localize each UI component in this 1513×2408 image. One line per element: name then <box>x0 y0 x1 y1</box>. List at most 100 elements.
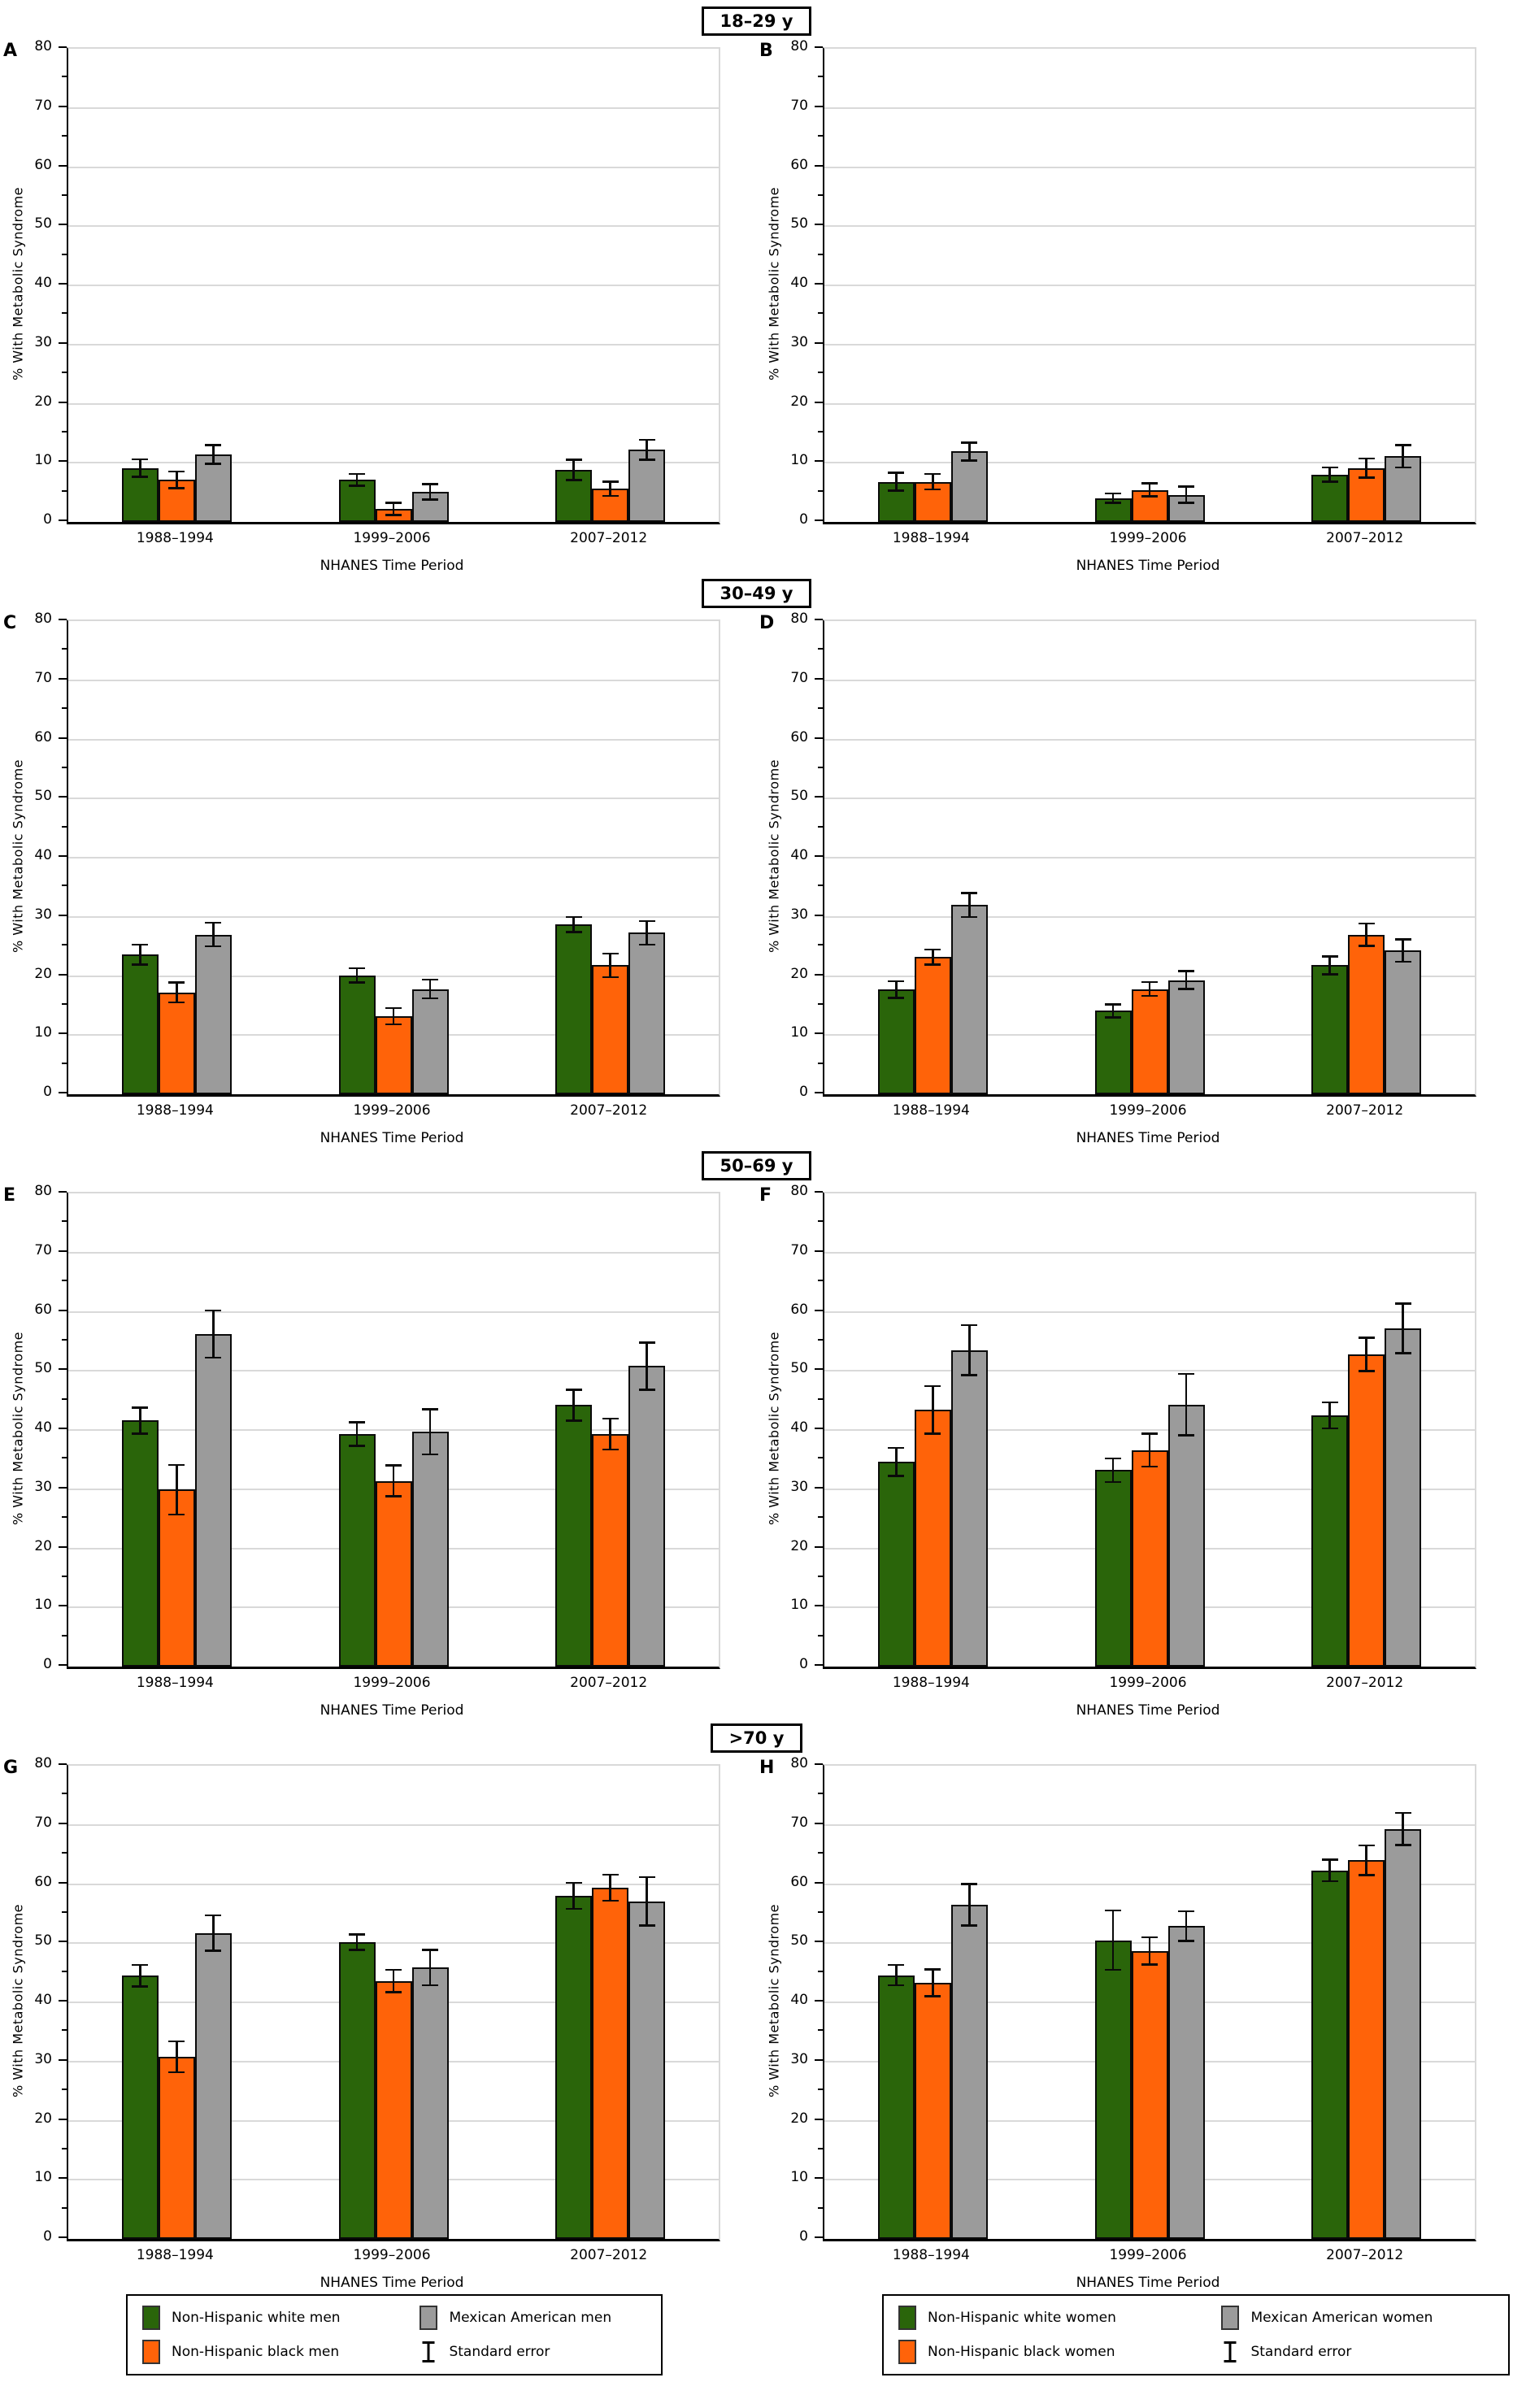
bar-C-0-0 <box>121 954 159 1094</box>
y-tick-label-0: 0 <box>43 1084 52 1100</box>
gridline-60 <box>68 1883 719 1885</box>
legend-label: Non-Hispanic black women <box>928 2344 1115 2360</box>
error-bar-cap-top <box>1178 1910 1194 1913</box>
y-tick-80 <box>59 619 67 620</box>
gridline-60 <box>68 738 719 741</box>
error-bar-cap-top <box>1105 1909 1121 1912</box>
gridline-70 <box>824 106 1475 109</box>
y-tick-label-10: 10 <box>790 1597 808 1614</box>
panel-row-3: E% With Metabolic Syndrome 0 10 20 30 40 50 60 7… <box>0 1183 1513 1719</box>
error-bar-line <box>609 481 611 496</box>
error-bar-line <box>392 1007 395 1025</box>
y-minor-tick-75 <box>818 1793 823 1795</box>
y-tick-label-60: 60 <box>34 1873 52 1890</box>
y-tick-label-70: 70 <box>790 1241 808 1258</box>
y-minor-tick-25 <box>818 372 823 374</box>
error-bar-cap-bottom <box>888 489 905 492</box>
error-bar-line <box>968 893 971 917</box>
y-tick-label-50: 50 <box>34 788 52 805</box>
error-bar-cap-top <box>132 943 149 946</box>
x-tick-label-1: 1999–2006 <box>1109 1102 1187 1119</box>
error-bar-cap-top <box>961 1883 978 1885</box>
error-bar-cap-bottom <box>168 2071 185 2074</box>
legend-left: Non-Hispanic white men Mexican American m… <box>126 2294 663 2375</box>
y-minor-tick-35 <box>62 312 67 315</box>
error-bar-cap-top <box>349 472 365 476</box>
y-minor-tick-5 <box>818 2206 823 2209</box>
error-bar-cap-top <box>602 1873 619 1876</box>
y-minor-tick-25 <box>62 372 67 374</box>
y-tick-label-20: 20 <box>790 393 808 410</box>
y-tick-20 <box>815 401 823 403</box>
plot-area-C <box>67 619 720 1097</box>
y-tick-label-30: 30 <box>34 1478 52 1495</box>
plot-area-E <box>67 1192 720 1669</box>
y-minor-tick-15 <box>818 1575 823 1577</box>
bar-D-2-2 <box>1385 950 1422 1094</box>
age-section-4: >70 y G% With Metabolic Syndrome 0 10 20 30 40… <box>0 1723 1513 2291</box>
y-tick-50 <box>815 1368 823 1371</box>
gridline-50 <box>68 1370 719 1372</box>
error-bar-cap-top <box>565 1389 582 1391</box>
age-section-1: 18–29 y A% With Metabolic Syndrome 0 10 20 30… <box>0 7 1513 574</box>
error-bar-cap-bottom <box>602 976 619 979</box>
error-bar-cap-bottom <box>924 488 941 491</box>
y-tick-30 <box>815 2058 823 2061</box>
standard-error-icon <box>1221 2340 1239 2364</box>
error-bar-line <box>1185 1910 1188 1941</box>
panel-letter-G: G <box>3 1758 19 1778</box>
y-minor-tick-5 <box>62 489 67 492</box>
y-tick-label-0: 0 <box>799 2228 808 2245</box>
error-bar-line <box>1148 1936 1151 1965</box>
error-bar-cap-top <box>385 1006 402 1010</box>
y-tick-50 <box>815 796 823 798</box>
y-tick-label-60: 60 <box>34 1301 52 1318</box>
error-bar-cap-top <box>602 952 619 955</box>
error-bar-line <box>646 1876 648 1926</box>
error-bar-cap-bottom <box>565 931 582 933</box>
y-tick-label-20: 20 <box>34 2110 52 2127</box>
gridline-40 <box>824 1429 1475 1431</box>
y-minor-tick-25 <box>62 1516 67 1519</box>
y-tick-0 <box>59 1664 67 1666</box>
y-tick-20 <box>815 973 823 976</box>
legend-swatch-icon <box>898 2340 916 2364</box>
y-tick-10 <box>815 460 823 463</box>
y-tick-label-30: 30 <box>790 1478 808 1495</box>
y-tick-label-10: 10 <box>790 1024 808 1041</box>
y-tick-label-40: 40 <box>790 1992 808 2008</box>
gridline-60 <box>824 738 1475 741</box>
error-bar-line <box>392 1969 395 1993</box>
y-minor-tick-15 <box>62 430 67 432</box>
y-tick-50 <box>59 1941 67 1943</box>
y-minor-tick-5 <box>818 489 823 492</box>
gridline-70 <box>824 1823 1475 1826</box>
error-bar-cap-bottom <box>602 1899 619 1902</box>
y-tick-0 <box>815 1664 823 1666</box>
error-bar-cap-bottom <box>961 1924 978 1927</box>
y-minor-tick-55 <box>818 193 823 196</box>
y-tick-label-0: 0 <box>799 1656 808 1672</box>
error-bar-cap-bottom <box>1105 1480 1121 1484</box>
error-bar-cap-bottom <box>349 1445 365 1447</box>
gridline-30 <box>824 915 1475 918</box>
plot-area-D <box>823 619 1476 1097</box>
y-minor-tick-35 <box>62 2029 67 2032</box>
y-tick-40 <box>59 855 67 857</box>
y-tick-label-50: 50 <box>34 1360 52 1377</box>
y-tick-0 <box>815 2236 823 2238</box>
x-tick-label-1: 1999–2006 <box>1109 1675 1187 1691</box>
x-tick-label-2: 2007–2012 <box>1326 530 1404 546</box>
y-tick-label-60: 60 <box>790 156 808 173</box>
error-bar-cap-top <box>385 1968 402 1971</box>
bar-E-0-0 <box>121 1420 159 1667</box>
y-tick-label-80: 80 <box>790 1183 808 1199</box>
error-bar-line <box>176 1464 178 1515</box>
y-tick-0 <box>59 2236 67 2238</box>
error-bar-cap-top <box>385 1464 402 1467</box>
x-axis-label: NHANES Time Period <box>320 1130 464 1146</box>
y-tick-label-50: 50 <box>790 1932 808 1949</box>
y-tick-label-10: 10 <box>34 1024 52 1041</box>
gridline-70 <box>68 1823 719 1826</box>
age-group-header: 30–49 y <box>701 579 812 608</box>
